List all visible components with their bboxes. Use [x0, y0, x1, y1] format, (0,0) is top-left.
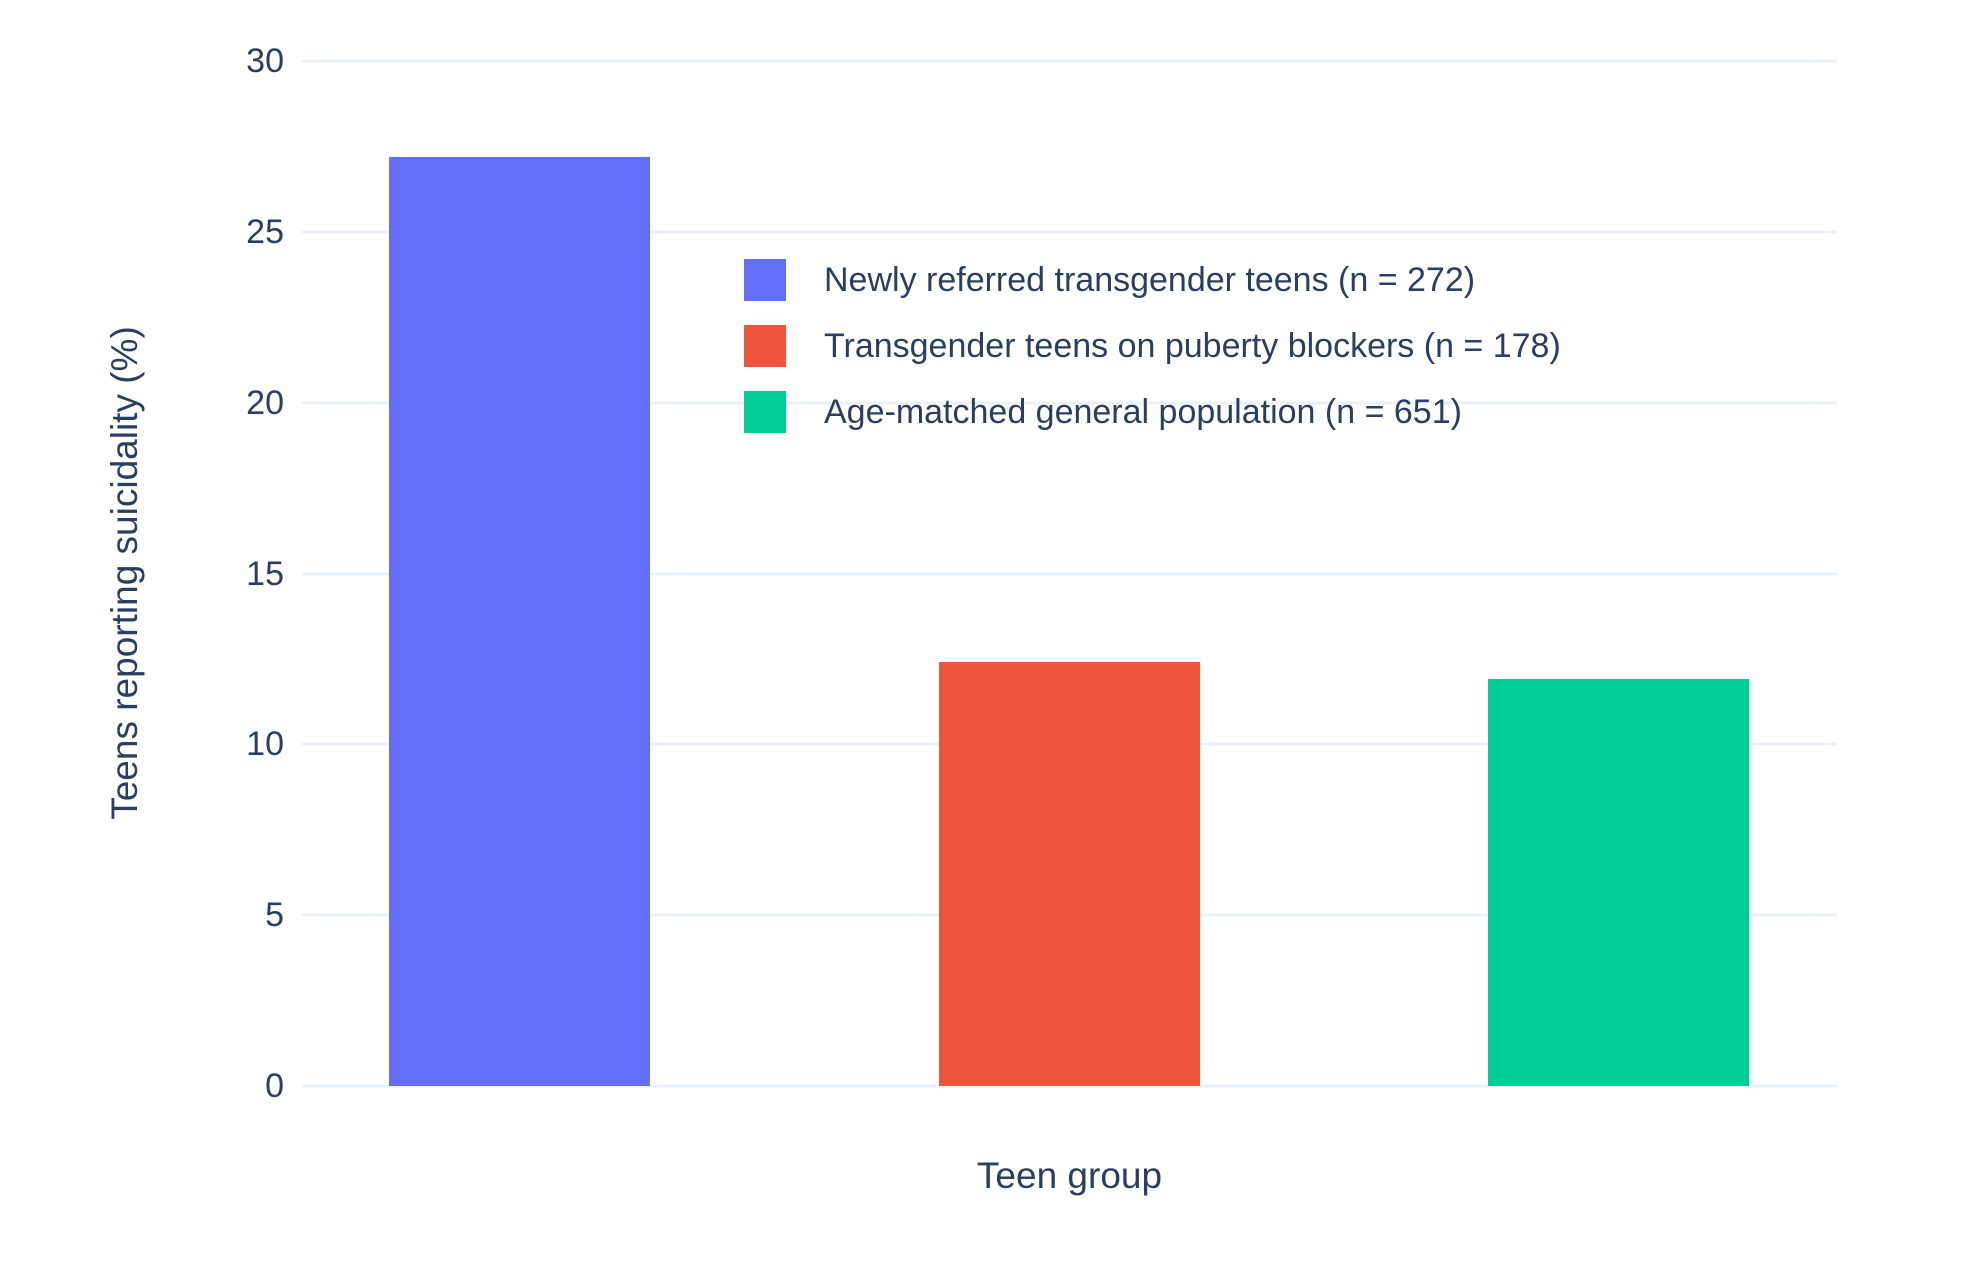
y-tick-label: 5 [265, 896, 284, 935]
y-tick-label: 25 [246, 212, 284, 251]
legend-swatch-icon [744, 325, 786, 367]
legend-label: Transgender teens on puberty blockers (n… [824, 327, 1561, 365]
y-tick-label: 10 [246, 725, 284, 764]
legend-label: Newly referred transgender teens (n = 27… [824, 261, 1476, 299]
y-tick-label: 15 [246, 554, 284, 593]
bar-transgender-teens-on-puberty-blockers[interactable] [938, 662, 1200, 1086]
y-gridline [302, 230, 1837, 234]
y-gridline [302, 401, 1837, 405]
y-tick-label: 30 [246, 42, 284, 80]
legend-item-age-matched-general-population[interactable]: Age-matched general population (n = 651) [744, 391, 1561, 433]
legend-item-transgender-teens-on-puberty-blockers[interactable]: Transgender teens on puberty blockers (n… [744, 325, 1561, 367]
y-tick-label: 0 [265, 1067, 284, 1105]
legend-swatch-icon [744, 259, 786, 301]
y-gridline [302, 1084, 1837, 1088]
y-gridline [302, 59, 1837, 63]
y-axis-title: Teens reporting suicidality (%) [104, 326, 145, 820]
bar-age-matched-general-population[interactable] [1487, 679, 1749, 1086]
legend-item-newly-referred-transgender-teens[interactable]: Newly referred transgender teens (n = 27… [744, 259, 1561, 301]
y-gridline [302, 572, 1837, 575]
y-tick-label: 20 [246, 383, 284, 422]
x-axis-title: Teen group [976, 1155, 1163, 1196]
legend: Newly referred transgender teens (n = 27… [744, 259, 1561, 433]
legend-label: Age-matched general population (n = 651) [824, 393, 1462, 431]
legend-swatch-icon [744, 391, 786, 433]
plot-area: 0 5 10 15 20 25 30 Newly referred transgender t… [246, 44, 1837, 1103]
bar-newly-referred-transgender-teens[interactable] [389, 156, 651, 1086]
